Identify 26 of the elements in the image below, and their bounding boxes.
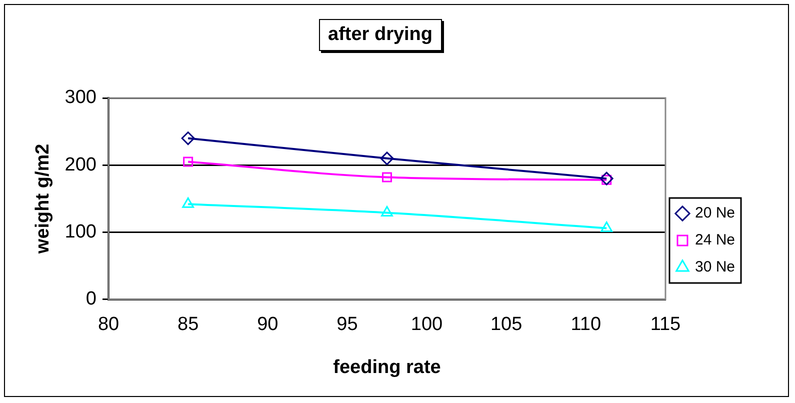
y-tick-label: 0: [86, 288, 96, 310]
chart-title: after drying: [319, 19, 442, 51]
y-axis-title: weight g/m2: [32, 144, 54, 255]
y-tick-label: 100: [64, 222, 96, 242]
point: [181, 132, 195, 146]
x-tick-label: 90: [257, 314, 278, 336]
x-tick-label: 80: [98, 314, 120, 336]
y-tick-label: 300: [64, 87, 96, 108]
y-tick-label: 200: [64, 154, 96, 176]
point: [183, 156, 194, 167]
legend-label: 30 Ne: [694, 258, 736, 276]
point: [381, 206, 393, 217]
point: [600, 221, 613, 232]
x-tick-label: 105: [490, 314, 522, 336]
x-axis-title: feeding rate: [333, 356, 441, 378]
x-tick-label: 95: [336, 314, 358, 336]
point: [382, 172, 392, 182]
point: [380, 152, 394, 166]
x-tick-label: 110: [570, 314, 602, 336]
point: [600, 172, 614, 186]
x-tick-label: 100: [410, 314, 443, 336]
x-tick-label: 115: [650, 314, 681, 336]
x-tick-label: 85: [178, 314, 199, 336]
legend-label: 20 Ne: [694, 204, 736, 222]
legend-label: 24 Ne: [694, 232, 736, 249]
point: [182, 197, 194, 208]
